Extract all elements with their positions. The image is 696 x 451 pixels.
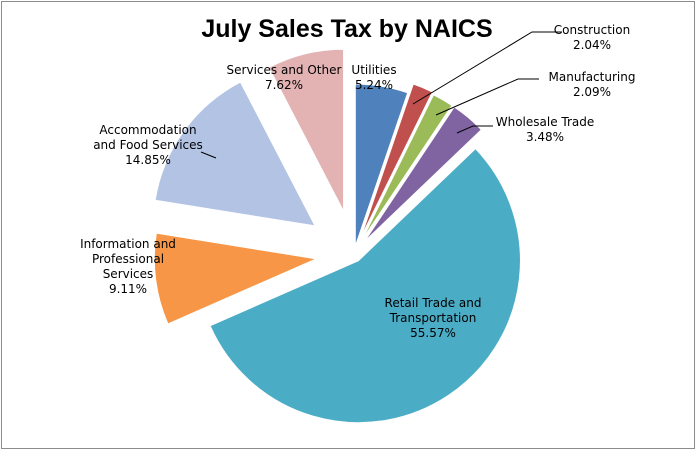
- slice-value: 2.09%: [573, 85, 611, 99]
- pie-slice: [153, 232, 319, 325]
- slice-label-line: Information and: [80, 237, 176, 251]
- slice-label: Wholesale Trade 3.48%: [496, 115, 595, 144]
- slice-label-line: Professional: [92, 252, 164, 266]
- slice-label: Services and Other 7.62%: [227, 63, 342, 92]
- slice-label-line: Wholesale Trade: [496, 115, 595, 129]
- slice-label-line: Accommodation: [99, 123, 196, 137]
- slice-value: 7.62%: [265, 78, 303, 92]
- chart-title: July Sales Tax by NAICS: [201, 15, 493, 43]
- slice-label-line: Utilities: [351, 63, 396, 77]
- slice-value: 5.24%: [355, 78, 393, 92]
- slice-value: 55.57%: [410, 326, 456, 340]
- slice-label-line: Services: [103, 267, 154, 281]
- leader-line: [435, 78, 539, 116]
- slice-label-line: Retail Trade and: [385, 296, 482, 310]
- slice-label: Utilities 5.24%: [351, 63, 396, 92]
- leader-line: [200, 151, 217, 159]
- slice-label: Accommodation and Food Services 14.85%: [93, 123, 203, 167]
- leader-line: [412, 31, 562, 105]
- slice-label-line: Manufacturing: [549, 70, 636, 84]
- slice-value: 3.48%: [526, 130, 564, 144]
- pie-slice: [268, 48, 345, 212]
- leader-line: [456, 125, 493, 134]
- slice-label-line: Transportation: [389, 311, 477, 325]
- pie-slice: [154, 81, 316, 227]
- slice-label: Construction 2.04%: [554, 23, 630, 52]
- slice-value: 9.11%: [109, 282, 147, 296]
- slice-label: Manufacturing 2.09%: [549, 70, 636, 99]
- slice-value: 14.85%: [125, 153, 171, 167]
- slice-label: Retail Trade and Transportation 55.57%: [385, 296, 482, 340]
- slice-label-line: Construction: [554, 23, 630, 37]
- slice-value: 2.04%: [573, 38, 611, 52]
- pie-slice: [209, 147, 521, 424]
- slice-label-line: Services and Other: [227, 63, 342, 77]
- slice-label-line: and Food Services: [93, 138, 203, 152]
- pie-slice: [354, 83, 409, 247]
- slice-label: Information and Professional Services 9.11%: [80, 237, 176, 296]
- pie-slice: [361, 94, 453, 241]
